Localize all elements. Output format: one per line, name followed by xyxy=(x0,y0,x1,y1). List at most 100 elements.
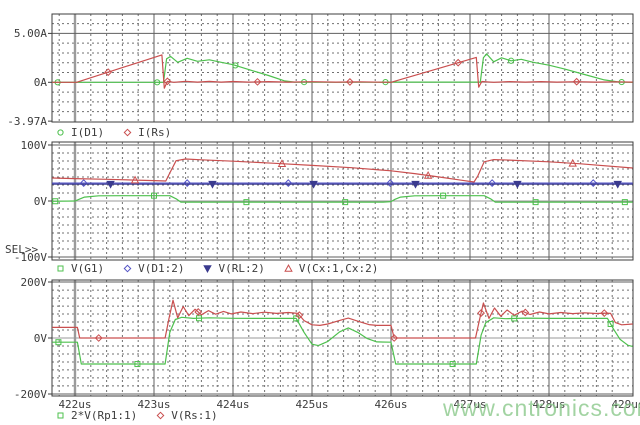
legend-square-glyph xyxy=(57,412,64,419)
legend-tri-down-icon xyxy=(203,265,213,273)
trace-i-rs- xyxy=(52,54,633,89)
y-axis-label: 100V xyxy=(20,138,48,152)
trace-marker-tri-down xyxy=(309,180,318,189)
trace-marker-tri-down xyxy=(613,180,622,189)
legend-label: V(Rs:1) xyxy=(171,409,218,422)
legend-square-icon xyxy=(57,412,64,419)
y-axis-label: 200V xyxy=(20,275,48,289)
legend-square-icon xyxy=(57,265,64,272)
trace-marker-diamond xyxy=(104,68,113,77)
legend-current-panel: I(D1) I(Rs) xyxy=(55,126,189,139)
trace-v-cx-1-cx-2- xyxy=(52,158,633,183)
trace-marker-diamond xyxy=(194,308,203,316)
traces-mid-voltage-panel xyxy=(52,158,633,206)
legend-circle-icon xyxy=(57,129,64,136)
legend-item: I(D1) xyxy=(55,126,104,139)
trace-marker-square xyxy=(196,315,203,322)
legend-diamond-glyph xyxy=(123,128,132,137)
y-axis-label: -100V xyxy=(13,250,47,264)
legend-square-glyph xyxy=(57,265,64,272)
trace-marker-diamond xyxy=(521,308,530,317)
legend-tri-up-icon xyxy=(284,264,293,272)
legend-item: V(RL:2) xyxy=(202,262,265,275)
legend-item: V(Rs:1) xyxy=(155,409,218,422)
legend-diamond-icon xyxy=(123,128,132,137)
trace-marker-square xyxy=(342,199,349,206)
legend-item: V(D1:2) xyxy=(122,262,184,275)
y-axis-label: 0V xyxy=(33,331,47,345)
y-axis-label: 0V xyxy=(33,194,47,208)
legend-label: I(D1) xyxy=(71,126,105,139)
panel-border xyxy=(51,279,634,397)
trace-marker-tri-down xyxy=(208,180,217,189)
legend-label: V(G1) xyxy=(71,262,105,275)
trace-marker-tri-down xyxy=(513,180,522,189)
trace-marker-diamond xyxy=(183,179,192,187)
legend-bottom-voltage-panel: 2*V(Rp1:1) V(Rs:1) xyxy=(55,409,236,422)
trace-marker-tri-up xyxy=(568,158,577,167)
y-axis-label: -3.97A xyxy=(7,114,47,128)
y-axis-label: 0A xyxy=(33,75,47,89)
legend-mid-voltage-panel: V(G1) V(D1:2) V(RL:2) V(Cx:1,Cx:2) xyxy=(55,262,396,275)
traces-current-panel xyxy=(52,53,633,89)
trace-marker-square xyxy=(532,199,539,206)
trace-marker-diamond xyxy=(163,77,172,86)
trace-marker-square xyxy=(55,339,62,346)
trace-marker-diamond xyxy=(284,179,293,187)
legend-label: V(Cx:1,Cx:2) xyxy=(298,262,379,275)
x-axis-label: 425us xyxy=(295,398,329,411)
legend-tri-down-glyph xyxy=(203,265,213,273)
legend-label: V(RL:2) xyxy=(218,262,265,275)
trace-marker-square xyxy=(52,198,59,205)
trace-marker-diamond xyxy=(477,309,485,317)
panel-current-panel xyxy=(48,13,634,123)
trace-marker-tri-up xyxy=(277,159,287,168)
legend-item: V(Cx:1,Cx:2) xyxy=(283,262,378,275)
trace-marker-square xyxy=(440,192,447,199)
x-axis-label: 429us xyxy=(611,398,640,411)
trace-marker-diamond xyxy=(79,179,88,187)
sel-marker: SEL>> xyxy=(5,243,39,256)
trace-marker-diamond xyxy=(572,77,581,86)
legend-diamond-icon xyxy=(156,411,165,420)
x-axis-label: 428us xyxy=(532,398,566,411)
trace-marker-tri-up xyxy=(423,171,433,179)
trace-marker-diamond xyxy=(346,78,354,86)
trace-marker-diamond xyxy=(454,58,463,67)
panel-mid-voltage-panel xyxy=(48,141,634,261)
legend-circle-glyph xyxy=(57,129,64,136)
y-axis-label: -200V xyxy=(13,387,47,401)
x-axis-label: 423us xyxy=(137,398,171,411)
x-axis-label: 426us xyxy=(374,398,408,411)
trace-marker-diamond xyxy=(390,334,399,342)
y-axis-label: 5.00A xyxy=(13,26,47,40)
trace-marker-square xyxy=(134,361,141,368)
panel-border xyxy=(51,13,634,123)
trace-marker-diamond xyxy=(600,309,609,318)
trace-marker-circle xyxy=(154,79,161,86)
trace-marker-tri-down xyxy=(106,180,115,189)
trace-marker-diamond xyxy=(295,311,304,320)
trace-marker-circle xyxy=(507,57,515,64)
legend-diamond-glyph xyxy=(123,264,132,273)
legend-label: 2*V(Rp1:1) xyxy=(71,409,138,422)
legend-item: V(G1) xyxy=(55,262,104,275)
trace-marker-square xyxy=(243,199,250,206)
trace-v-rs-1- xyxy=(52,299,633,339)
traces-bottom-voltage-panel xyxy=(52,299,633,368)
trace-marker-tri-down xyxy=(411,180,420,189)
watermark: www.cntronics.com xyxy=(443,395,640,421)
trace-marker-square xyxy=(151,192,157,199)
trace-2-v-rp1-1- xyxy=(52,316,633,365)
trace-marker-diamond xyxy=(386,179,395,187)
trace-i-d1- xyxy=(52,53,633,83)
trace-marker-tri-up xyxy=(130,175,140,184)
legend-item: 2*V(Rp1:1) xyxy=(55,409,137,422)
trace-marker-square xyxy=(621,199,628,206)
legend-label: I(Rs) xyxy=(138,126,172,139)
legend-diamond-icon xyxy=(123,264,132,273)
legend-label: V(D1:2) xyxy=(138,262,185,275)
trace-marker-diamond xyxy=(488,179,497,187)
trace-v-g1- xyxy=(52,195,633,203)
panel-bottom-voltage-panel xyxy=(48,279,634,397)
